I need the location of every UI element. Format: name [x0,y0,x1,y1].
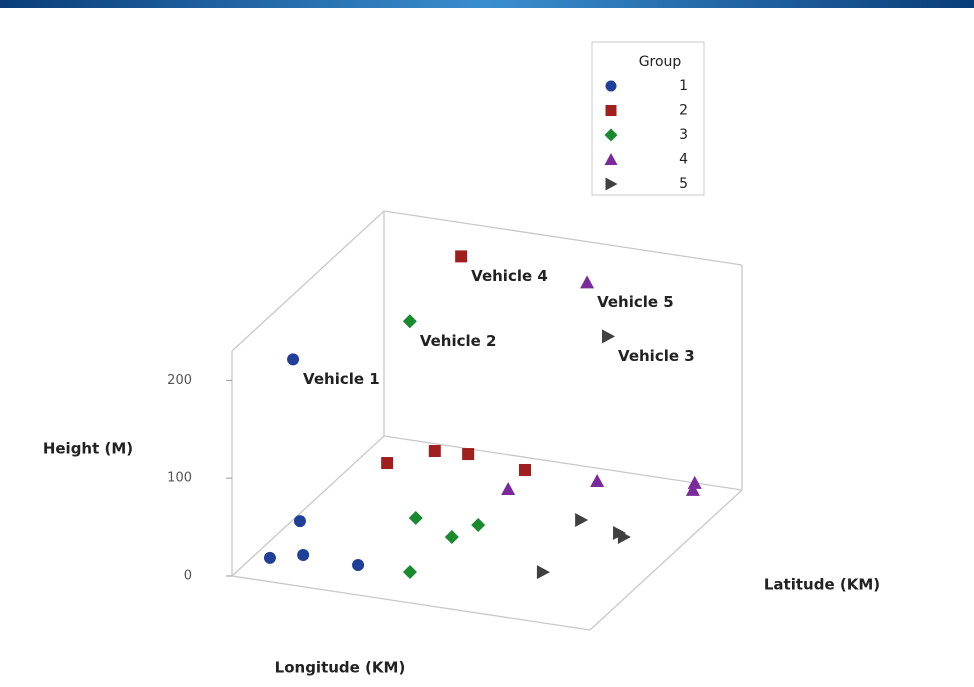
data-point [294,515,306,527]
point-label: Vehicle 2 [420,332,497,350]
legend-label: 5 [679,176,688,192]
data-point [445,530,459,544]
data-point [501,482,515,495]
data-point [462,448,474,460]
data-point [618,530,631,544]
data-point [455,250,467,262]
legend-title: Group [639,54,682,70]
data-point [409,511,423,525]
legend-label: 3 [679,127,688,143]
legend-marker [606,105,617,116]
y-axis-title: Latitude (KM) [764,576,880,594]
z-tick-label: 0 [184,569,192,584]
data-point [403,314,417,328]
point-label: Vehicle 1 [303,370,380,388]
box-edge [384,436,742,490]
data-point [264,552,276,564]
legend-label: 1 [679,78,688,94]
point-label: Vehicle 4 [471,267,548,285]
point-label: Vehicle 3 [618,347,695,365]
data-point [537,565,550,579]
legend-marker [606,81,617,92]
data-point [519,464,531,476]
data-point [471,518,485,532]
box-edge [232,576,590,630]
data-point [352,559,364,571]
z-tick-label: 100 [167,471,192,486]
data-point [590,474,604,487]
z-axis-title: Height (M) [43,440,133,458]
data-point [429,445,441,457]
banner [0,0,974,8]
data-point [381,457,393,469]
x-axis-title: Longitude (KM) [275,659,406,677]
box-edge [232,211,384,351]
legend-label: 2 [679,103,688,119]
data-point [580,275,594,288]
legend-label: 4 [679,152,688,168]
data-point [575,513,588,527]
chart: Group Longitude (KM) Latitude (KM) Heigh… [0,0,974,687]
point-label: Vehicle 5 [597,293,674,311]
box-edge [384,211,742,265]
data-point [287,353,299,365]
box-edge [590,490,742,630]
data-point [602,329,615,343]
data-point [403,565,417,579]
data-point [297,549,309,561]
z-tick-label: 200 [167,373,192,388]
